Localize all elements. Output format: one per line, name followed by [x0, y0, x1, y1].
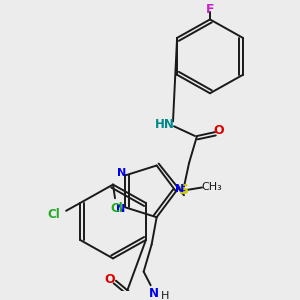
Text: Cl: Cl — [48, 208, 61, 221]
Text: H: H — [160, 291, 169, 300]
Text: HN: HN — [155, 118, 175, 131]
Text: S: S — [179, 183, 189, 197]
Text: N: N — [176, 184, 184, 194]
Text: CH₃: CH₃ — [202, 182, 222, 193]
Text: N: N — [117, 168, 126, 178]
Text: Cl: Cl — [111, 202, 123, 215]
Text: N: N — [116, 204, 125, 214]
Text: F: F — [206, 3, 214, 16]
Text: O: O — [104, 273, 115, 286]
Text: O: O — [214, 124, 224, 137]
Text: N: N — [149, 286, 159, 299]
